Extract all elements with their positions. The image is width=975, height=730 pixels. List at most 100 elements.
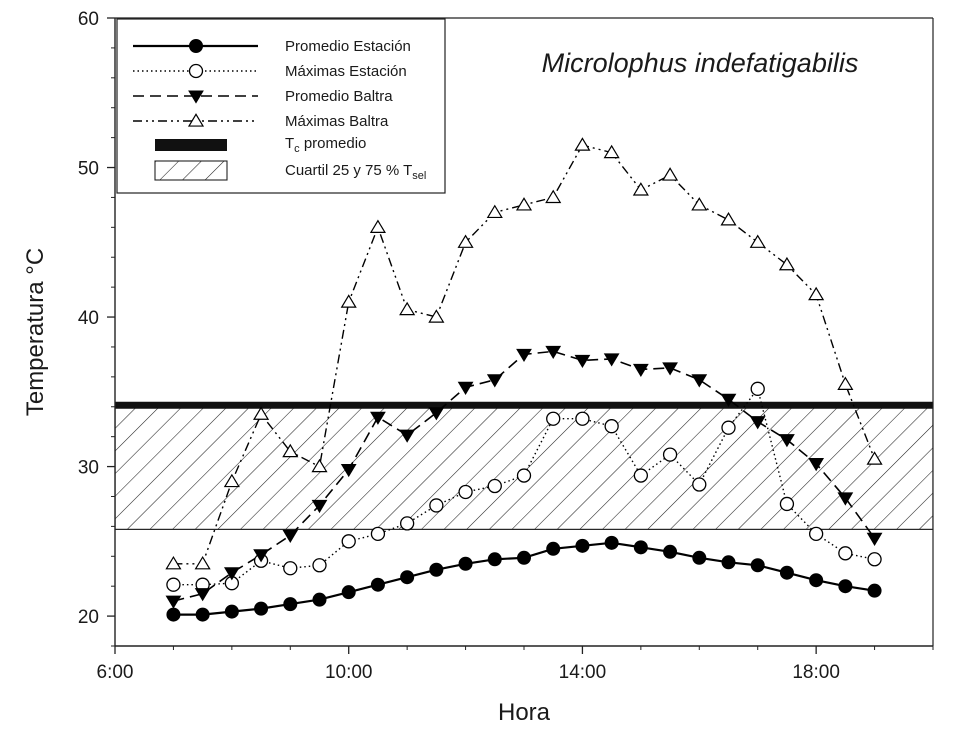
data-point-maximas-estacion <box>838 546 853 561</box>
data-point-maximas-estacion <box>399 516 415 531</box>
data-point-promedio-baltra <box>428 407 445 421</box>
data-point-promedio-baltra <box>691 374 708 388</box>
data-point-maximas-estacion <box>166 577 181 592</box>
data-point-promedio-baltra <box>574 354 591 369</box>
legend-label-maximas-estacion: Máximas Estación <box>285 63 407 80</box>
data-point-promedio-estacion <box>487 552 502 567</box>
legend: Promedio Estación Máximas Estación Promedi… <box>116 18 446 194</box>
data-point-maximas-baltra <box>749 234 766 248</box>
data-point-maximas-baltra <box>778 256 795 271</box>
x-tick-label: 14:00 <box>559 662 607 683</box>
data-point-maximas-baltra <box>515 197 533 211</box>
data-point-maximas-estacion <box>808 526 824 542</box>
data-point-promedio-baltra <box>516 348 532 363</box>
legend-swatch-tc <box>155 139 227 151</box>
x-tick-label: 6:00 <box>97 662 134 683</box>
data-point-maximas-baltra <box>223 473 240 488</box>
y-tick-label: 50 <box>78 159 99 180</box>
data-point-maximas-estacion <box>867 552 882 567</box>
x-tick-label: 18:00 <box>792 662 840 683</box>
data-point-maximas-baltra <box>369 219 386 233</box>
data-point-maximas-estacion <box>604 419 619 434</box>
y-tick-label: 40 <box>78 308 99 329</box>
data-point-promedio-baltra <box>720 393 737 407</box>
data-point-promedio-baltra <box>253 549 269 563</box>
data-point-promedio-estacion <box>692 550 707 565</box>
data-point-maximas-baltra <box>253 406 270 420</box>
data-point-promedio-baltra <box>662 362 678 376</box>
legend-label-maximas-baltra: Máximas Baltra <box>285 113 389 130</box>
data-point-maximas-baltra <box>632 182 649 196</box>
y-axis-title: Temperatura °C <box>22 248 49 416</box>
data-point-maximas-estacion <box>633 468 649 483</box>
data-point-promedio-estacion <box>312 592 327 607</box>
data-point-promedio-baltra <box>808 458 825 472</box>
data-point-promedio-baltra <box>603 353 620 367</box>
data-point-promedio-baltra <box>311 499 328 514</box>
data-point-promedio-estacion <box>867 583 882 598</box>
legend-marker-promedio-estacion <box>189 39 203 53</box>
data-point-promedio-baltra <box>779 434 795 448</box>
data-point-maximas-baltra <box>837 376 854 390</box>
data-point-maximas-estacion <box>721 420 736 435</box>
legend-label-promedio-estacion: Promedio Estación <box>285 38 411 55</box>
data-point-maximas-baltra <box>165 555 182 570</box>
data-point-maximas-estacion <box>662 447 678 462</box>
data-point-maximas-estacion <box>750 381 765 396</box>
data-point-maximas-baltra <box>866 451 883 465</box>
legend-marker-promedio-baltra <box>188 90 204 104</box>
data-point-maximas-estacion <box>692 477 707 492</box>
data-point-maximas-baltra <box>399 301 416 316</box>
data-point-maximas-estacion <box>429 498 444 513</box>
legend-label-promedio-baltra: Promedio Baltra <box>285 88 393 105</box>
data-point-maximas-baltra <box>311 458 328 473</box>
x-axis-title: Hora <box>498 699 551 726</box>
data-point-promedio-estacion <box>721 555 736 570</box>
data-point-maximas-estacion <box>487 478 502 494</box>
data-point-maximas-baltra <box>808 286 825 301</box>
data-point-promedio-baltra <box>165 595 182 609</box>
data-point-maximas-estacion <box>458 484 473 500</box>
data-point-promedio-estacion <box>575 538 590 553</box>
data-point-promedio-baltra <box>194 588 211 602</box>
data-point-promedio-estacion <box>458 556 473 571</box>
data-point-maximas-baltra <box>545 189 562 204</box>
data-point-maximas-baltra <box>340 294 357 308</box>
data-point-promedio-baltra <box>340 464 357 478</box>
data-point-maximas-baltra <box>662 167 679 181</box>
data-point-promedio-estacion <box>370 577 385 592</box>
data-point-maximas-baltra <box>194 555 211 570</box>
y-tick-label: 60 <box>78 9 99 30</box>
data-point-maximas-estacion <box>370 526 386 542</box>
data-point-maximas-estacion <box>516 468 532 483</box>
data-point-maximas-baltra <box>428 309 445 323</box>
data-point-maximas-estacion <box>312 558 327 573</box>
data-point-promedio-baltra <box>545 345 562 360</box>
data-point-maximas-baltra <box>720 212 737 226</box>
data-point-promedio-estacion <box>838 579 853 594</box>
data-point-promedio-baltra <box>399 429 416 443</box>
legend-marker-maximas-baltra <box>187 113 205 127</box>
data-point-promedio-baltra <box>457 381 474 395</box>
data-point-promedio-baltra <box>486 374 503 388</box>
quartile-band <box>115 406 933 530</box>
data-point-promedio-baltra <box>837 492 854 506</box>
data-point-maximas-estacion <box>575 411 590 426</box>
data-point-maximas-baltra <box>574 137 591 151</box>
data-point-promedio-estacion <box>341 585 356 600</box>
data-point-promedio-estacion <box>195 607 210 622</box>
data-point-promedio-baltra <box>370 411 386 425</box>
data-point-maximas-baltra <box>282 443 299 458</box>
data-point-maximas-baltra <box>457 234 474 248</box>
data-point-promedio-estacion <box>254 601 269 616</box>
data-point-maximas-estacion <box>341 534 356 549</box>
y-tick-label: 30 <box>78 458 99 479</box>
data-point-promedio-estacion <box>604 535 619 550</box>
data-point-promedio-estacion <box>663 544 678 559</box>
data-point-promedio-baltra <box>632 363 649 378</box>
data-point-promedio-baltra <box>223 567 240 581</box>
data-point-maximas-estacion <box>546 411 561 426</box>
data-point-maximas-estacion <box>779 496 795 512</box>
data-point-maximas-estacion <box>283 561 298 576</box>
